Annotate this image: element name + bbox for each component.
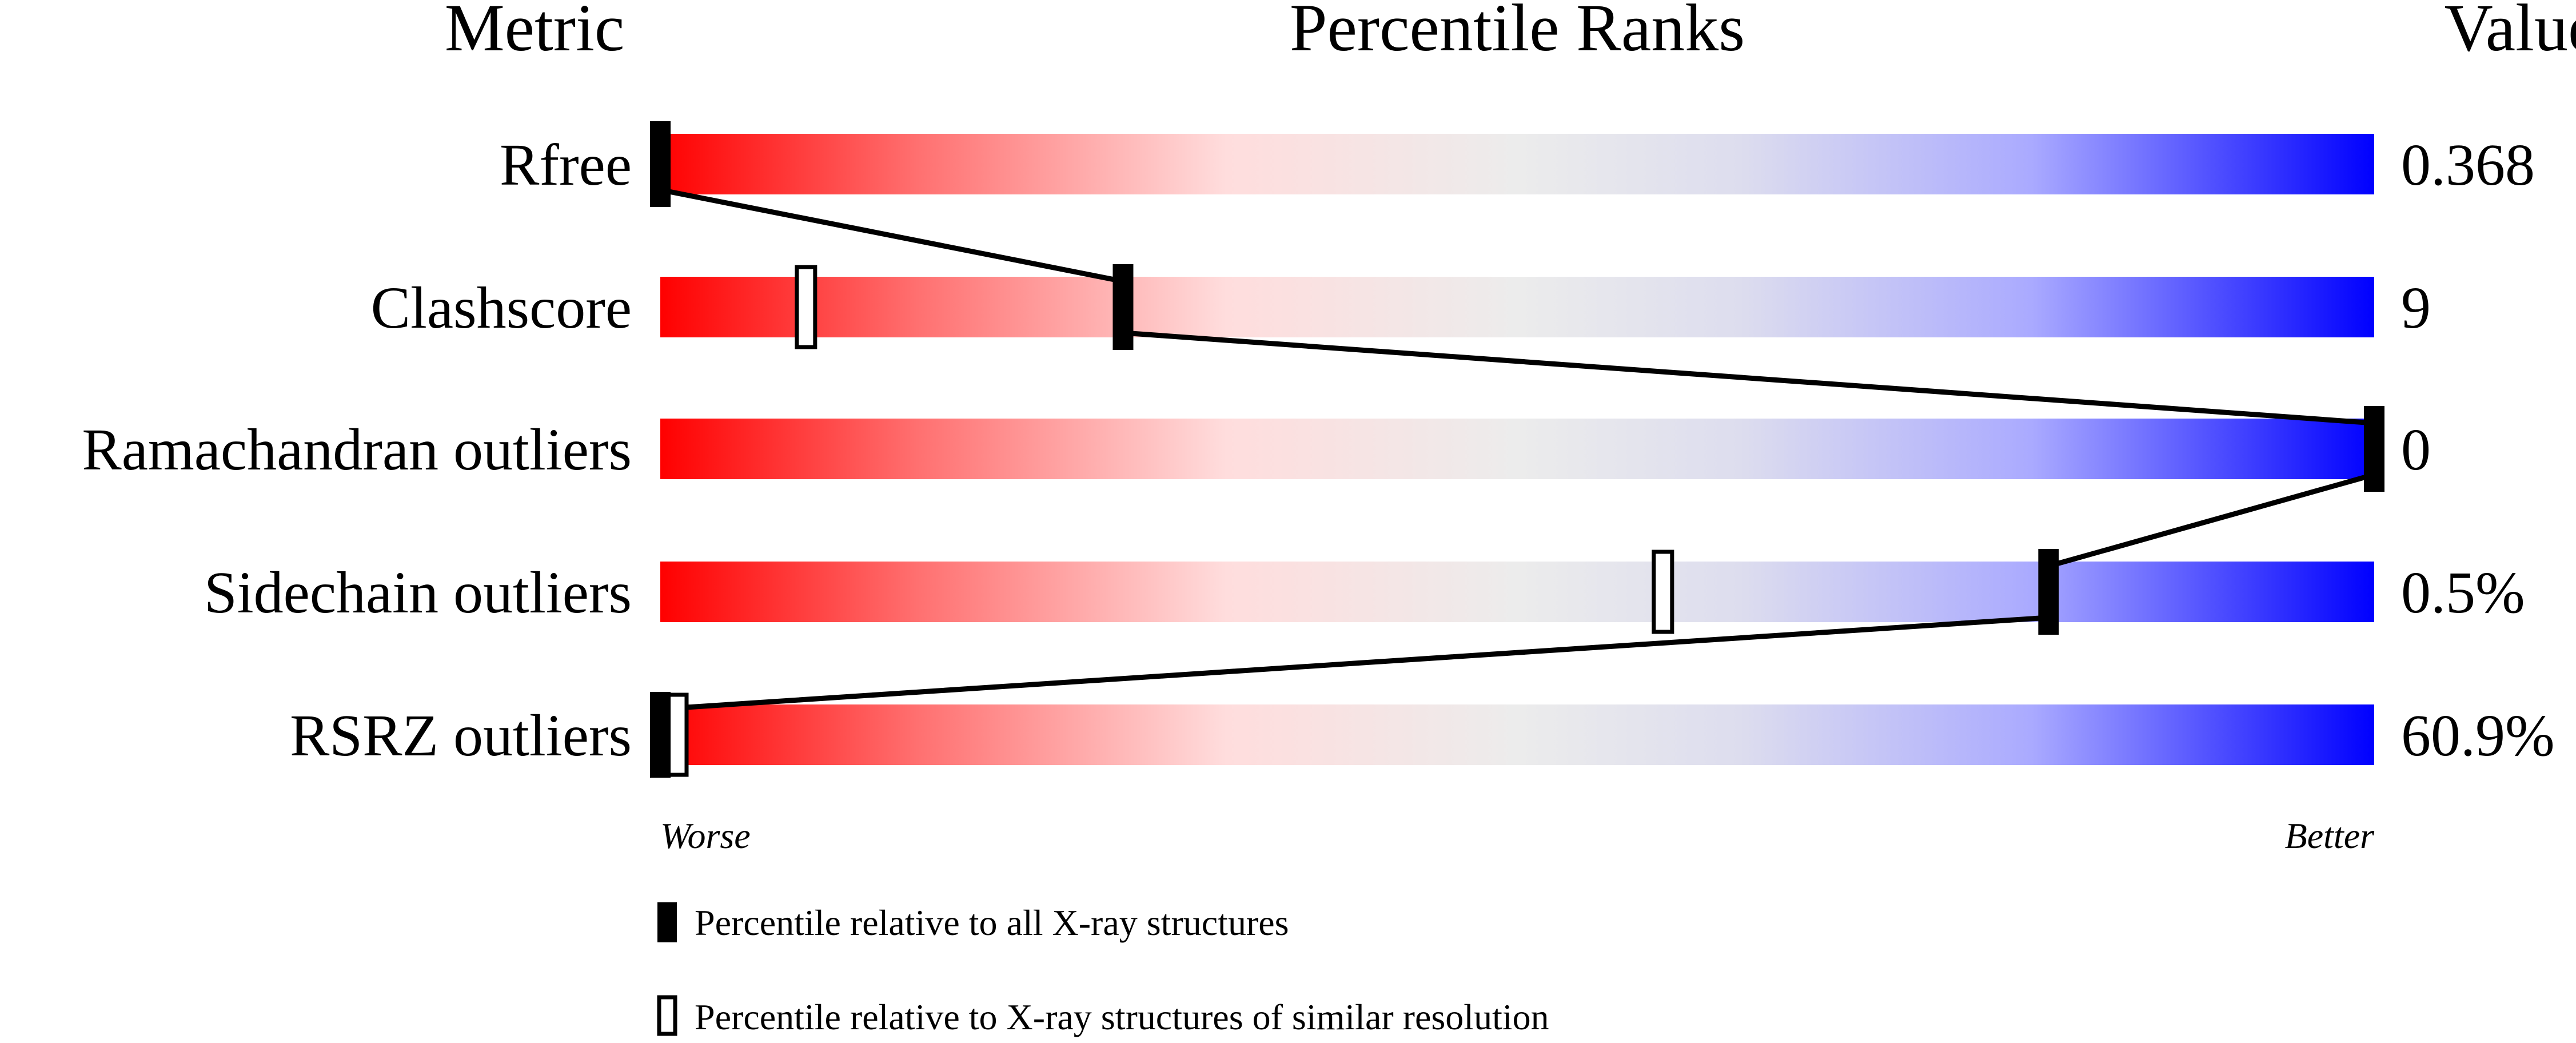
metric-label: Sidechain outliers bbox=[204, 560, 632, 626]
percentile-similar-marker bbox=[1652, 550, 1674, 634]
header-value: Value bbox=[2445, 0, 2576, 65]
percentile-all-marker bbox=[650, 692, 671, 778]
percentile-bar bbox=[660, 134, 2374, 194]
legend-all-label: Percentile relative to all X-ray structu… bbox=[695, 902, 1289, 943]
percentile-all-marker bbox=[650, 121, 671, 207]
metric-value: 9 bbox=[2401, 275, 2431, 341]
percentile-bar bbox=[660, 562, 2374, 622]
percentile-similar-marker bbox=[666, 692, 689, 777]
metric-label: Ramachandran outliers bbox=[82, 417, 632, 483]
percentile-bar bbox=[660, 277, 2374, 337]
metric-label: RSRZ outliers bbox=[290, 703, 632, 769]
metric-value: 0.368 bbox=[2401, 132, 2535, 198]
percentile-bar bbox=[660, 704, 2374, 765]
percentile-connector-line bbox=[660, 187, 2375, 712]
header-percentile-ranks: Percentile Ranks bbox=[1290, 0, 1745, 65]
legend-similar-swatch bbox=[657, 995, 677, 1036]
metric-label: Clashscore bbox=[371, 275, 632, 341]
percentile-similar-marker bbox=[795, 265, 818, 349]
metric-value: 0.5% bbox=[2401, 560, 2525, 626]
metric-value: 60.9% bbox=[2401, 703, 2555, 769]
percentile-all-marker bbox=[1112, 264, 1134, 350]
legend-similar-label: Percentile relative to X-ray structures … bbox=[695, 997, 1549, 1037]
axis-worse-label: Worse bbox=[660, 815, 751, 856]
percentile-bar bbox=[660, 419, 2374, 479]
legend-all-swatch bbox=[657, 902, 677, 942]
header-metric: Metric bbox=[445, 0, 625, 65]
axis-better-label: Better bbox=[2285, 815, 2375, 856]
metric-value: 0 bbox=[2401, 417, 2431, 483]
metric-label: Rfree bbox=[500, 132, 632, 198]
percentile-all-marker bbox=[2038, 549, 2059, 635]
percentile-all-marker bbox=[2364, 406, 2384, 492]
